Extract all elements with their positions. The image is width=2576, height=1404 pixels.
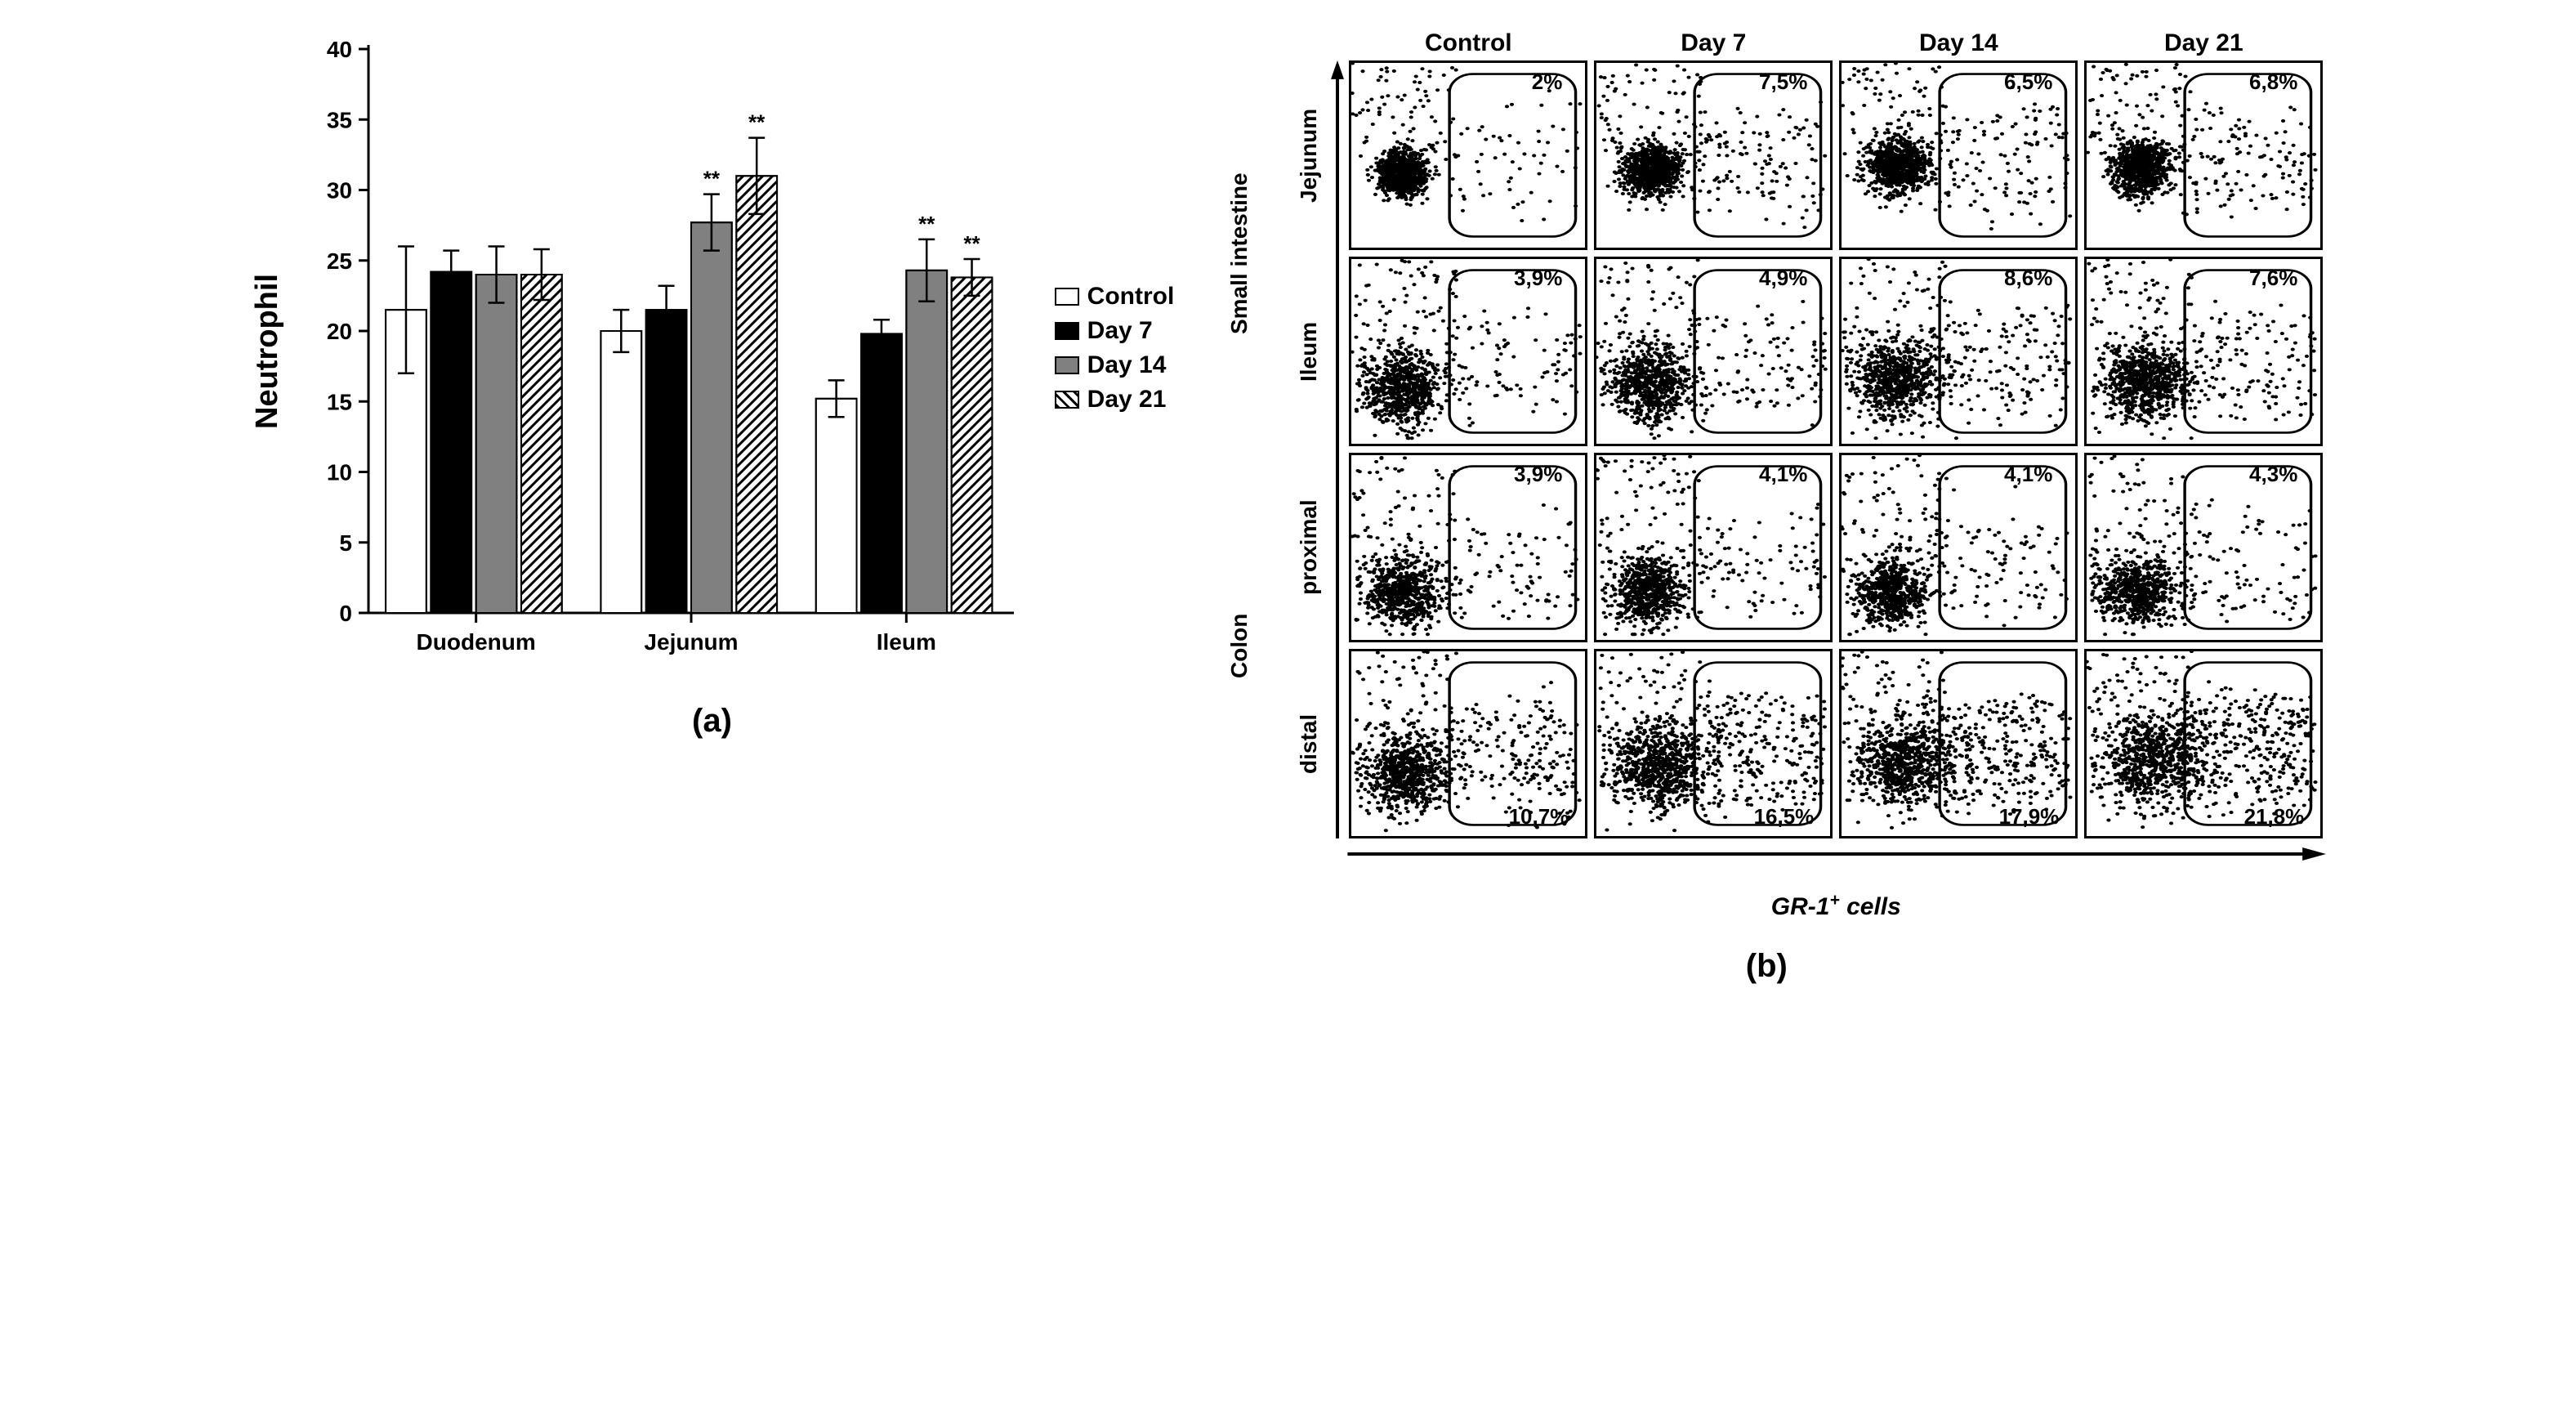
flow-pct-label: 2% [1532, 69, 1563, 95]
flow-pct-label: 6,5% [2004, 69, 2052, 95]
flow-row-label: distal [1272, 646, 1346, 842]
flow-cell: 4,1% [1839, 453, 2078, 642]
legend-item: Day 14 [1055, 351, 1175, 379]
svg-text:25: 25 [327, 248, 352, 274]
svg-text:20: 20 [327, 319, 352, 344]
svg-text:**: ** [703, 167, 720, 191]
panel-b-label: (b) [1746, 948, 1788, 985]
flow-cell: 16,5% [1594, 649, 1833, 838]
legend-item: Day 7 [1055, 317, 1175, 345]
svg-text:Jejunum: Jejunum [644, 629, 738, 655]
flow-col-header: Day 14 [1836, 16, 2081, 57]
svg-text:Duodenum: Duodenum [416, 629, 535, 655]
flow-pct-label: 7,6% [2249, 266, 2297, 291]
svg-text:40: 40 [327, 37, 352, 62]
svg-text:15: 15 [327, 389, 352, 414]
flow-pct-label: 4,3% [2249, 462, 2297, 487]
flow-grid: ControlDay 7Day 14Day 21 Small intestineC… [1207, 16, 2326, 932]
flow-cell: 7,5% [1594, 60, 1833, 250]
legend-swatch [1055, 288, 1079, 306]
flow-row-label: Ileum [1272, 253, 1346, 449]
flow-row-label: Jejunum [1272, 57, 1346, 253]
flow-cell: 6,5% [1839, 60, 2078, 250]
svg-text:10: 10 [327, 460, 352, 485]
flow-cell: 7,6% [2084, 257, 2323, 446]
flow-cell: 3,9% [1349, 257, 1587, 446]
panel-b: ControlDay 7Day 14Day 21 Small intestineC… [1207, 16, 2326, 985]
flow-cell: 17,9% [1839, 649, 2078, 838]
svg-text:0: 0 [339, 601, 352, 626]
flow-pct-label: 4,1% [1759, 462, 1807, 487]
flow-cell: 3,9% [1349, 453, 1587, 642]
flow-cell: 4,9% [1594, 257, 1833, 446]
flow-bigrow-label: Colon [1207, 449, 1272, 842]
flow-pct-label: 3,9% [1514, 462, 1562, 487]
flow-cell: 4,1% [1594, 453, 1833, 642]
svg-text:35: 35 [327, 107, 352, 132]
legend-label: Day 7 [1087, 317, 1153, 345]
flow-pct-label: 7,5% [1759, 69, 1807, 95]
flow-pct-label: 17,9% [1999, 804, 2060, 829]
flow-col-header: Control [1346, 16, 1591, 57]
svg-text:**: ** [918, 212, 935, 236]
svg-text:30: 30 [327, 178, 352, 203]
legend-swatch [1055, 391, 1079, 409]
legend-label: Control [1087, 283, 1175, 311]
barchart-svg: 0 5 10 15 20 25 30 35 40 Duodenum ** ** Jejunum ** ** I… [295, 16, 1030, 686]
figure-wrap: Neutrophil 0 5 10 15 20 25 30 35 40 Duodenum ** ** J… [16, 16, 2560, 985]
flow-pct-label: 10,7% [1509, 804, 1569, 829]
flow-col-header: Day 7 [1591, 16, 1836, 57]
flow-col-header: Day 21 [2081, 16, 2326, 57]
flow-cell: 21,8% [2084, 649, 2323, 838]
flow-row-label: proximal [1272, 449, 1346, 646]
flow-pct-label: 6,8% [2249, 69, 2297, 95]
flow-bigrow-label: Small intestine [1207, 57, 1272, 449]
flow-cell: 4,3% [2084, 453, 2323, 642]
svg-text:Ileum: Ileum [876, 629, 935, 655]
flow-xaxis-arrow [1346, 842, 2326, 891]
flow-pct-label: 3,9% [1514, 266, 1562, 291]
panel-a: Neutrophil 0 5 10 15 20 25 30 35 40 Duodenum ** ** J… [250, 16, 1175, 740]
flow-cell: 6,8% [2084, 60, 2323, 250]
legend-swatch [1055, 356, 1079, 374]
barchart-outer: Neutrophil 0 5 10 15 20 25 30 35 40 Duodenum ** ** J… [250, 16, 1175, 686]
flow-cell: 10,7% [1349, 649, 1587, 838]
panel-a-label: (a) [692, 703, 732, 740]
legend-label: Day 21 [1087, 386, 1167, 414]
legend-item: Day 21 [1055, 386, 1175, 414]
svg-text:**: ** [748, 110, 766, 135]
flow-pct-label: 21,8% [2244, 804, 2305, 829]
barchart-ylabel: Neutrophil [250, 274, 285, 429]
flow-pct-label: 4,1% [2004, 462, 2052, 487]
flow-pct-label: 8,6% [2004, 266, 2052, 291]
flow-cell: 8,6% [1839, 257, 2078, 446]
flow-xaxis-label: GR-1+ cells [1346, 891, 2326, 932]
svg-text:**: ** [963, 231, 980, 256]
barchart-legend: Control Day 7 Day 14 Day 21 [1055, 283, 1175, 420]
flow-pct-label: 16,5% [1754, 804, 1815, 829]
svg-text:5: 5 [339, 530, 352, 556]
legend-item: Control [1055, 283, 1175, 311]
legend-swatch [1055, 322, 1079, 340]
flow-pct-label: 4,9% [1759, 266, 1807, 291]
legend-label: Day 14 [1087, 351, 1167, 379]
flow-cell: 2% [1349, 60, 1587, 250]
